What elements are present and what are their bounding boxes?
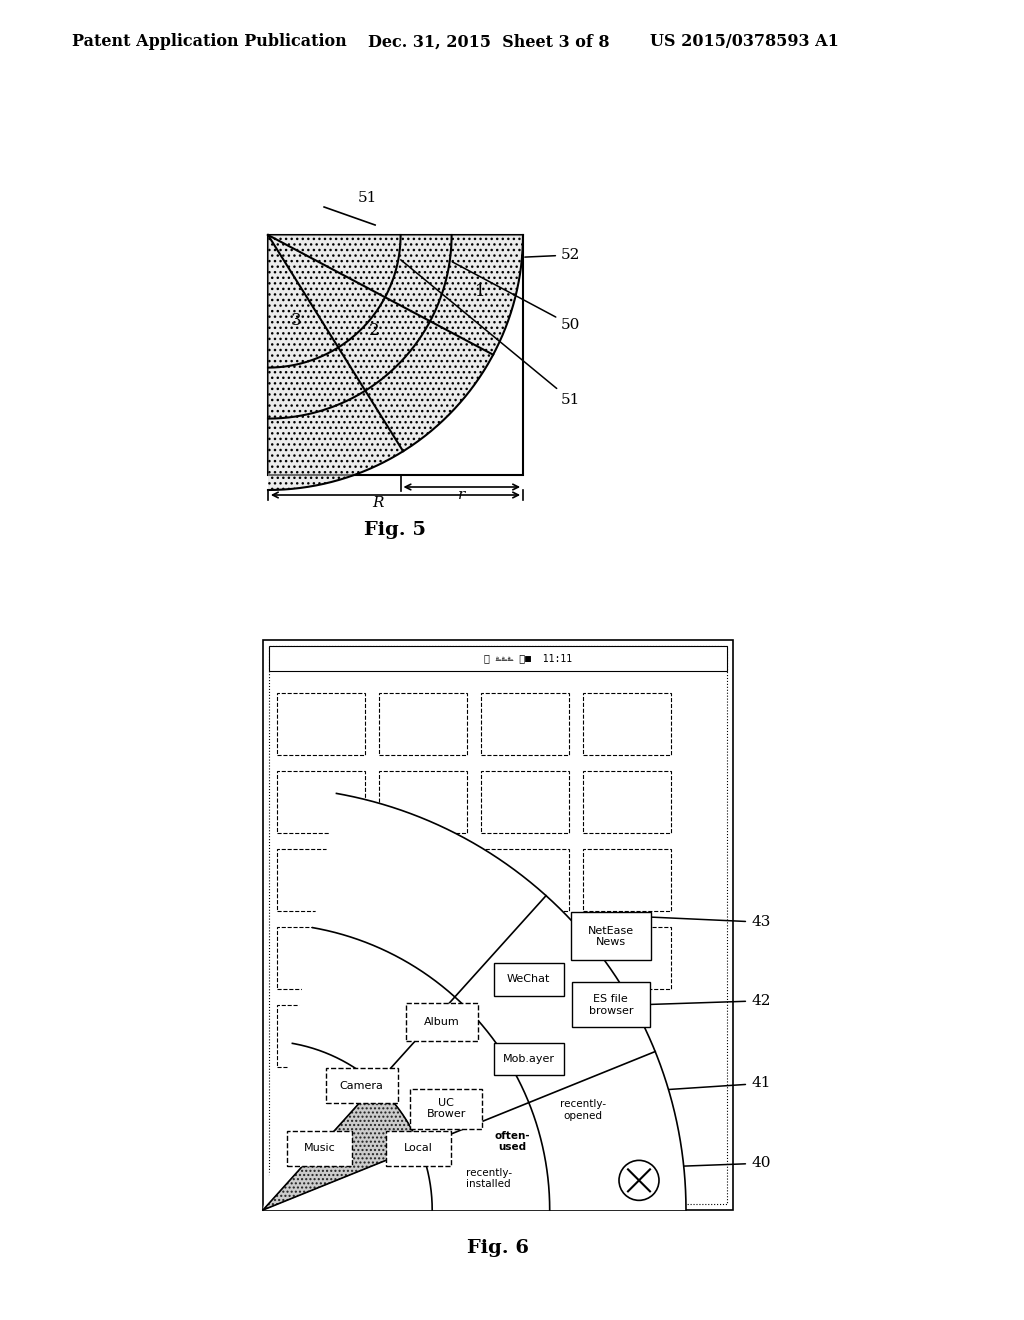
Text: Dec. 31, 2015  Sheet 3 of 8: Dec. 31, 2015 Sheet 3 of 8 bbox=[368, 33, 609, 50]
Bar bbox=[268, 235, 523, 475]
Text: 3: 3 bbox=[291, 313, 301, 329]
Text: Music: Music bbox=[303, 1143, 335, 1154]
Text: 51: 51 bbox=[357, 191, 377, 205]
Text: ‸ ⎁⎁⎁ ⎇■  11:11: ‸ ⎁⎁⎁ ⎇■ 11:11 bbox=[484, 653, 572, 664]
Text: r: r bbox=[458, 488, 466, 502]
Bar bbox=[278, 927, 365, 989]
Bar bbox=[571, 982, 650, 1027]
Bar bbox=[583, 693, 671, 755]
Bar bbox=[411, 1089, 482, 1129]
Bar bbox=[379, 849, 467, 911]
Bar bbox=[386, 1131, 451, 1166]
Text: Patent Application Publication: Patent Application Publication bbox=[72, 33, 347, 50]
Bar bbox=[583, 849, 671, 911]
Bar bbox=[278, 849, 365, 911]
Text: 43: 43 bbox=[639, 915, 770, 929]
Text: Local: Local bbox=[403, 1143, 432, 1154]
Bar bbox=[583, 771, 671, 833]
Bar bbox=[269, 645, 727, 1204]
Text: recently-
installed: recently- installed bbox=[466, 1168, 512, 1189]
Text: ES file
browser: ES file browser bbox=[589, 994, 633, 1015]
Bar bbox=[406, 1003, 477, 1041]
Polygon shape bbox=[263, 793, 686, 1210]
Text: 51: 51 bbox=[400, 260, 581, 407]
Bar bbox=[481, 927, 569, 989]
Bar bbox=[379, 693, 467, 755]
Text: UC
Brower: UC Brower bbox=[427, 1098, 466, 1119]
Polygon shape bbox=[268, 235, 523, 490]
Bar bbox=[278, 771, 365, 833]
Bar bbox=[481, 693, 569, 755]
Bar bbox=[379, 1005, 467, 1067]
Bar bbox=[583, 927, 671, 989]
Bar bbox=[326, 1068, 397, 1104]
Bar bbox=[269, 645, 727, 671]
Text: 50: 50 bbox=[453, 261, 581, 333]
Bar bbox=[278, 693, 365, 755]
Text: WeChat: WeChat bbox=[507, 974, 550, 985]
Bar bbox=[379, 771, 467, 833]
Text: 40: 40 bbox=[656, 1156, 770, 1171]
Text: 41: 41 bbox=[642, 1076, 770, 1092]
Text: 2: 2 bbox=[369, 322, 380, 339]
Bar bbox=[379, 927, 467, 989]
Text: Fig. 5: Fig. 5 bbox=[365, 521, 427, 539]
Text: Album: Album bbox=[424, 1016, 460, 1027]
Bar bbox=[263, 640, 733, 1210]
Polygon shape bbox=[268, 235, 452, 418]
Text: NetEase
News: NetEase News bbox=[588, 925, 634, 948]
Text: often-
used: often- used bbox=[495, 1131, 529, 1152]
Text: Fig. 6: Fig. 6 bbox=[467, 1239, 529, 1257]
Bar bbox=[481, 771, 569, 833]
Polygon shape bbox=[268, 235, 400, 367]
Text: 52: 52 bbox=[525, 248, 581, 261]
Bar bbox=[570, 912, 651, 961]
Text: 42: 42 bbox=[642, 994, 770, 1007]
Text: Mob.ayer: Mob.ayer bbox=[503, 1053, 555, 1064]
Bar bbox=[278, 1005, 365, 1067]
Text: US 2015/0378593 A1: US 2015/0378593 A1 bbox=[650, 33, 839, 50]
Polygon shape bbox=[263, 1084, 420, 1210]
Bar bbox=[494, 1043, 563, 1074]
Text: R: R bbox=[372, 496, 383, 510]
Bar bbox=[494, 962, 563, 995]
Bar bbox=[287, 1131, 352, 1166]
Text: recently-
opened: recently- opened bbox=[559, 1100, 605, 1121]
Bar bbox=[481, 849, 569, 911]
Text: Camera: Camera bbox=[340, 1081, 384, 1090]
Text: 1: 1 bbox=[474, 284, 485, 300]
